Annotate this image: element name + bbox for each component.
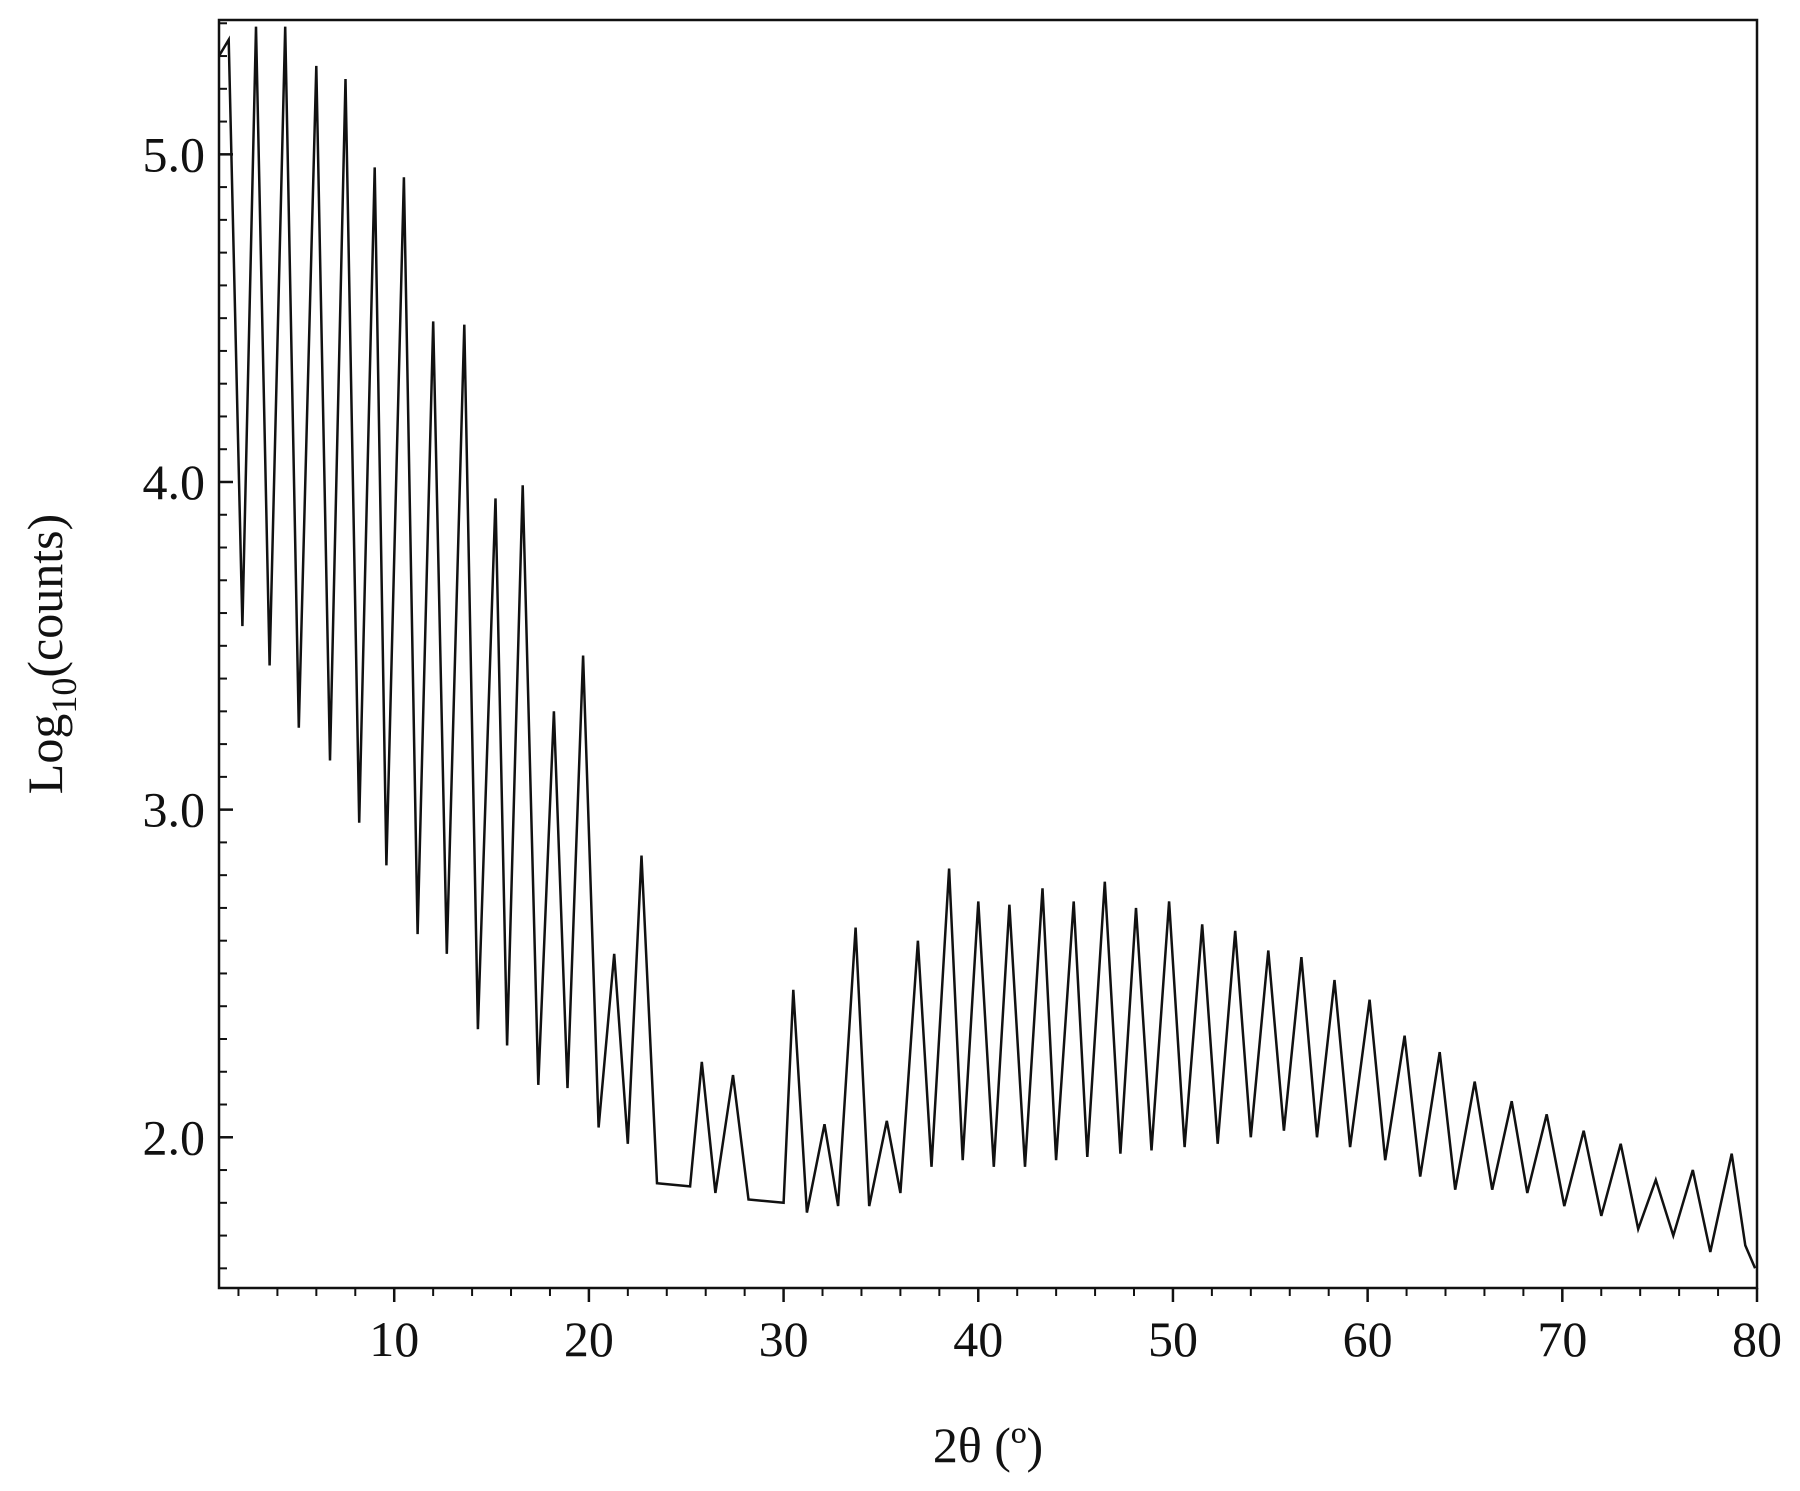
x-tick-label: 30 bbox=[759, 1311, 809, 1367]
x-tick-label: 80 bbox=[1732, 1311, 1782, 1367]
y-axis-label-subscript: 10 bbox=[44, 678, 84, 714]
x-tick-label: 40 bbox=[953, 1311, 1003, 1367]
y-axis-label-rest: (counts) bbox=[17, 514, 73, 678]
y-tick-label: 4.0 bbox=[143, 454, 206, 510]
x-tick-label: 20 bbox=[564, 1311, 614, 1367]
x-tick-label: 70 bbox=[1537, 1311, 1587, 1367]
data-line bbox=[217, 26, 1757, 1269]
y-axis-label-base: Log bbox=[17, 714, 73, 795]
x-tick-label: 60 bbox=[1343, 1311, 1393, 1367]
x-axis-label: 2θ (º) bbox=[933, 1417, 1043, 1473]
x-tick-label: 10 bbox=[369, 1311, 419, 1367]
x-tick-label: 50 bbox=[1148, 1311, 1198, 1367]
plot-frame bbox=[217, 18, 1759, 1290]
y-tick-label: 5.0 bbox=[143, 126, 206, 182]
y-tick-label: 3.0 bbox=[143, 782, 206, 838]
y-tick-label: 2.0 bbox=[143, 1109, 206, 1165]
y-axis-label: Log10(counts) bbox=[17, 514, 84, 794]
